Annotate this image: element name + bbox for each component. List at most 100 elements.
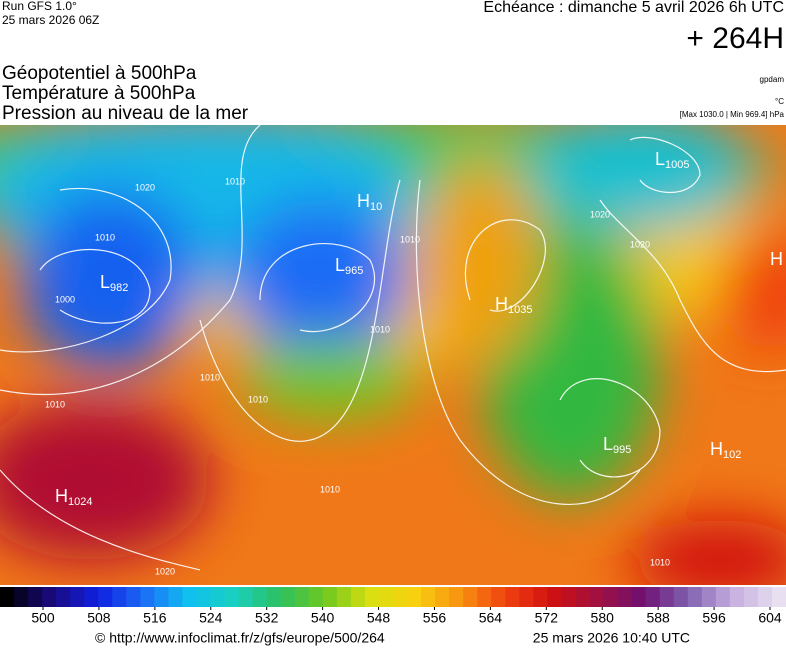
colorbar-swatch <box>771 587 786 607</box>
system-value: 1035 <box>508 304 532 316</box>
colorbar-swatch <box>393 587 408 607</box>
colorbar-swatch <box>140 587 155 607</box>
pressure-system: H <box>770 249 783 269</box>
pressure-system: H102 <box>710 439 741 461</box>
colorbar-swatch <box>407 587 422 607</box>
colorbar-label: 548 <box>367 610 391 626</box>
colorbar-label: 572 <box>535 610 559 626</box>
colorbar-swatch <box>603 587 619 607</box>
isobar-label: 1010 <box>200 372 220 382</box>
isobar-label: 1010 <box>225 176 245 186</box>
colorbar-swatch <box>491 587 506 607</box>
unit: [Max 1030.0 | Min 969.4] hPa <box>680 110 785 119</box>
colorbar-swatch <box>84 587 99 607</box>
pressure-system: H1035 <box>495 294 532 316</box>
colorbar-swatch <box>659 587 675 607</box>
system-letter: H <box>55 486 68 506</box>
colorbar-swatch <box>435 587 450 607</box>
system-letter: L <box>335 255 345 275</box>
isobar-label: 1020 <box>590 209 610 219</box>
colorbar-swatch <box>336 587 352 607</box>
colorbar-label: 556 <box>423 610 447 626</box>
colorbar-swatch <box>322 587 338 607</box>
source-url: © http://www.infoclimat.fr/z/gfs/europe/… <box>95 630 385 646</box>
colorbar-swatch <box>449 587 464 607</box>
colorbar-swatch <box>252 587 268 607</box>
colorbar-label: 596 <box>702 610 726 626</box>
colorbar-swatch <box>715 587 731 607</box>
colorbar-swatch <box>112 587 127 607</box>
colorbar-swatch <box>561 587 576 607</box>
colorbar-swatch <box>350 587 366 607</box>
pressure-system: H1024 <box>55 486 92 508</box>
system-value: 1005 <box>665 159 689 171</box>
isobar-label: 1010 <box>45 399 65 409</box>
colorbar-swatch <box>238 587 254 607</box>
colorbar-swatch <box>294 587 310 607</box>
echeance: Echéance : dimanche 5 avril 2026 6h UTC <box>483 0 784 16</box>
title: Température à 500hPa <box>2 83 196 104</box>
colorbar-swatch <box>98 587 113 607</box>
run: Run GFS 1.0° <box>2 0 77 13</box>
title: Géopotentiel à 500hPa <box>2 63 197 84</box>
colorbar-swatch <box>42 587 57 607</box>
pressure-system: L965 <box>335 255 363 277</box>
colorbar-label: 524 <box>199 610 223 626</box>
colorbar-swatch <box>589 587 605 607</box>
colorbar-swatch <box>364 587 380 607</box>
colorbar-swatch <box>168 587 183 607</box>
colorbar-label: 508 <box>87 610 111 626</box>
run-date: 25 mars 2026 06Z <box>2 13 99 27</box>
isobar-label: 1000 <box>55 294 75 304</box>
colorbar-swatch <box>729 587 745 607</box>
system-letter: H <box>770 249 783 269</box>
colorbar-swatch <box>56 587 71 607</box>
isobar-label: 1010 <box>95 232 115 242</box>
system-letter: H <box>357 191 370 211</box>
colorbar-swatch <box>378 587 394 607</box>
colorbar-swatch <box>280 587 296 607</box>
colorbar-swatch <box>575 587 590 607</box>
system-value: 965 <box>345 265 363 277</box>
colorbar-swatch <box>28 587 43 607</box>
pressure-system: L1005 <box>655 149 690 171</box>
colorbar-swatch <box>210 587 226 607</box>
colorbar-swatch <box>673 587 689 607</box>
colorbar-swatch <box>421 587 436 607</box>
isobar-label: 1010 <box>400 234 420 244</box>
colorbar-swatch <box>701 587 717 607</box>
colorbar-label: 580 <box>591 610 615 626</box>
colorbar-swatch <box>645 587 661 607</box>
unit: gpdam <box>760 75 785 84</box>
isobar-label: 1010 <box>650 557 670 567</box>
colorbar-swatch <box>308 587 324 607</box>
pressure-system: H10 <box>357 191 382 213</box>
unit: °C <box>775 97 784 106</box>
isobar-label: 1010 <box>248 394 268 404</box>
colorbar-swatch <box>0 587 15 607</box>
isobar-label: 1020 <box>630 239 650 249</box>
isobar-label: 1010 <box>370 324 390 334</box>
colorbar-swatch <box>182 587 197 607</box>
colorbar-swatch <box>126 587 141 607</box>
colorbar-swatch <box>743 587 759 607</box>
colorbar-label: 564 <box>479 610 503 626</box>
colorbar-swatch <box>196 587 212 607</box>
colorbar-swatch <box>505 587 520 607</box>
system-letter: L <box>100 272 110 292</box>
colorbar-label: 588 <box>646 610 670 626</box>
colorbar-swatch <box>463 587 478 607</box>
lead-time: + 264H <box>686 22 784 55</box>
isobar-label: 1020 <box>155 566 175 576</box>
colorbar-swatch <box>631 587 647 607</box>
pressure-system: L982 <box>100 272 128 294</box>
colorbar-swatch <box>547 587 562 607</box>
system-letter: H <box>495 294 508 314</box>
colorbar-swatch <box>154 587 169 607</box>
colorbar-label: 500 <box>31 610 55 626</box>
system-value: 10 <box>370 201 382 213</box>
colorbar-swatch <box>687 587 703 607</box>
colorbar-swatch <box>533 587 548 607</box>
system-value: 102 <box>723 449 741 461</box>
